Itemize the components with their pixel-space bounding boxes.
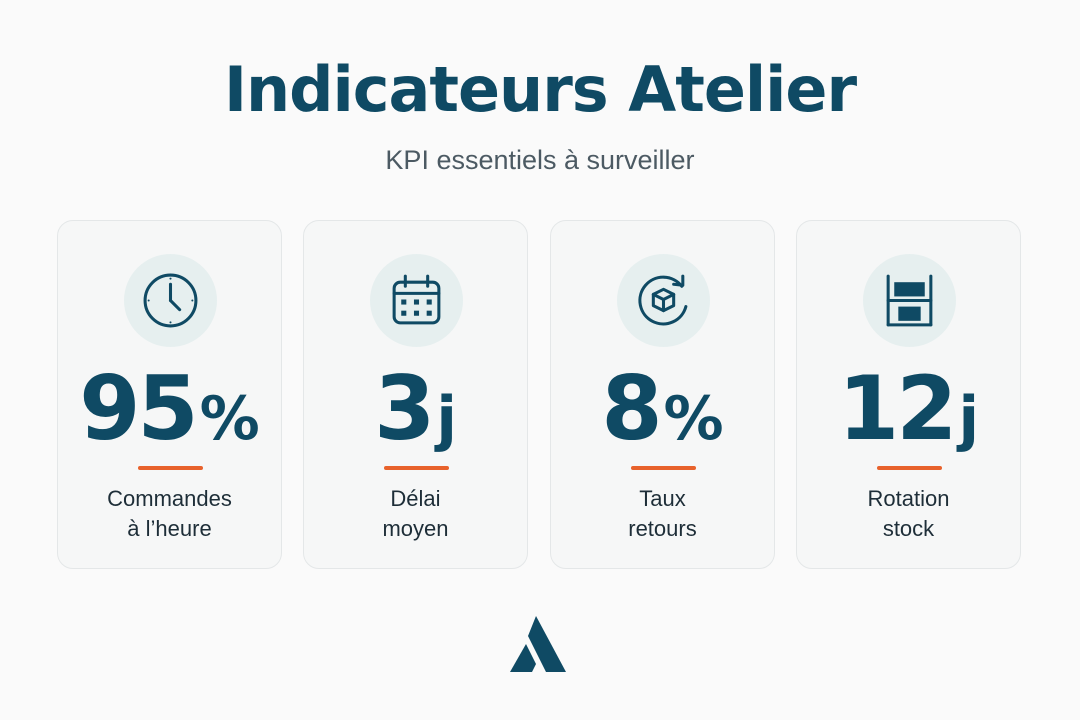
kpi-value: 8% (601, 357, 724, 460)
kpi-value: 3j (374, 357, 457, 460)
accent-underline (877, 466, 942, 470)
shelf-stock-icon (863, 254, 956, 347)
box-return-icon (617, 254, 710, 347)
kpi-value: 12j (837, 357, 980, 460)
kpi-card-average-lead-time: 3j Délai moyen (303, 220, 528, 569)
kpi-cards: 95% Commandes à l’heure 3j Dé (57, 220, 1023, 570)
calendar-icon (370, 254, 463, 347)
accent-underline (384, 466, 449, 470)
clock-icon (124, 254, 217, 347)
kpi-card-return-rate: 8% Taux retours (550, 220, 775, 569)
page-title: Indicateurs Atelier (223, 53, 857, 126)
accent-underline (631, 466, 696, 470)
accent-underline (138, 466, 203, 470)
kpi-label: Commandes à l’heure (107, 486, 232, 541)
page-subtitle: KPI essentiels à surveiller (385, 145, 695, 175)
kpi-card-stock-rotation: 12j Rotation stock (796, 220, 1021, 569)
kpi-value: 95% (79, 357, 260, 460)
brand-logo (510, 616, 566, 672)
kpi-label: Délai moyen (382, 486, 449, 541)
kpi-card-orders-on-time: 95% Commandes à l’heure (57, 220, 282, 569)
kpi-label: Rotation stock (867, 486, 950, 541)
kpi-label: Taux retours (628, 486, 697, 541)
